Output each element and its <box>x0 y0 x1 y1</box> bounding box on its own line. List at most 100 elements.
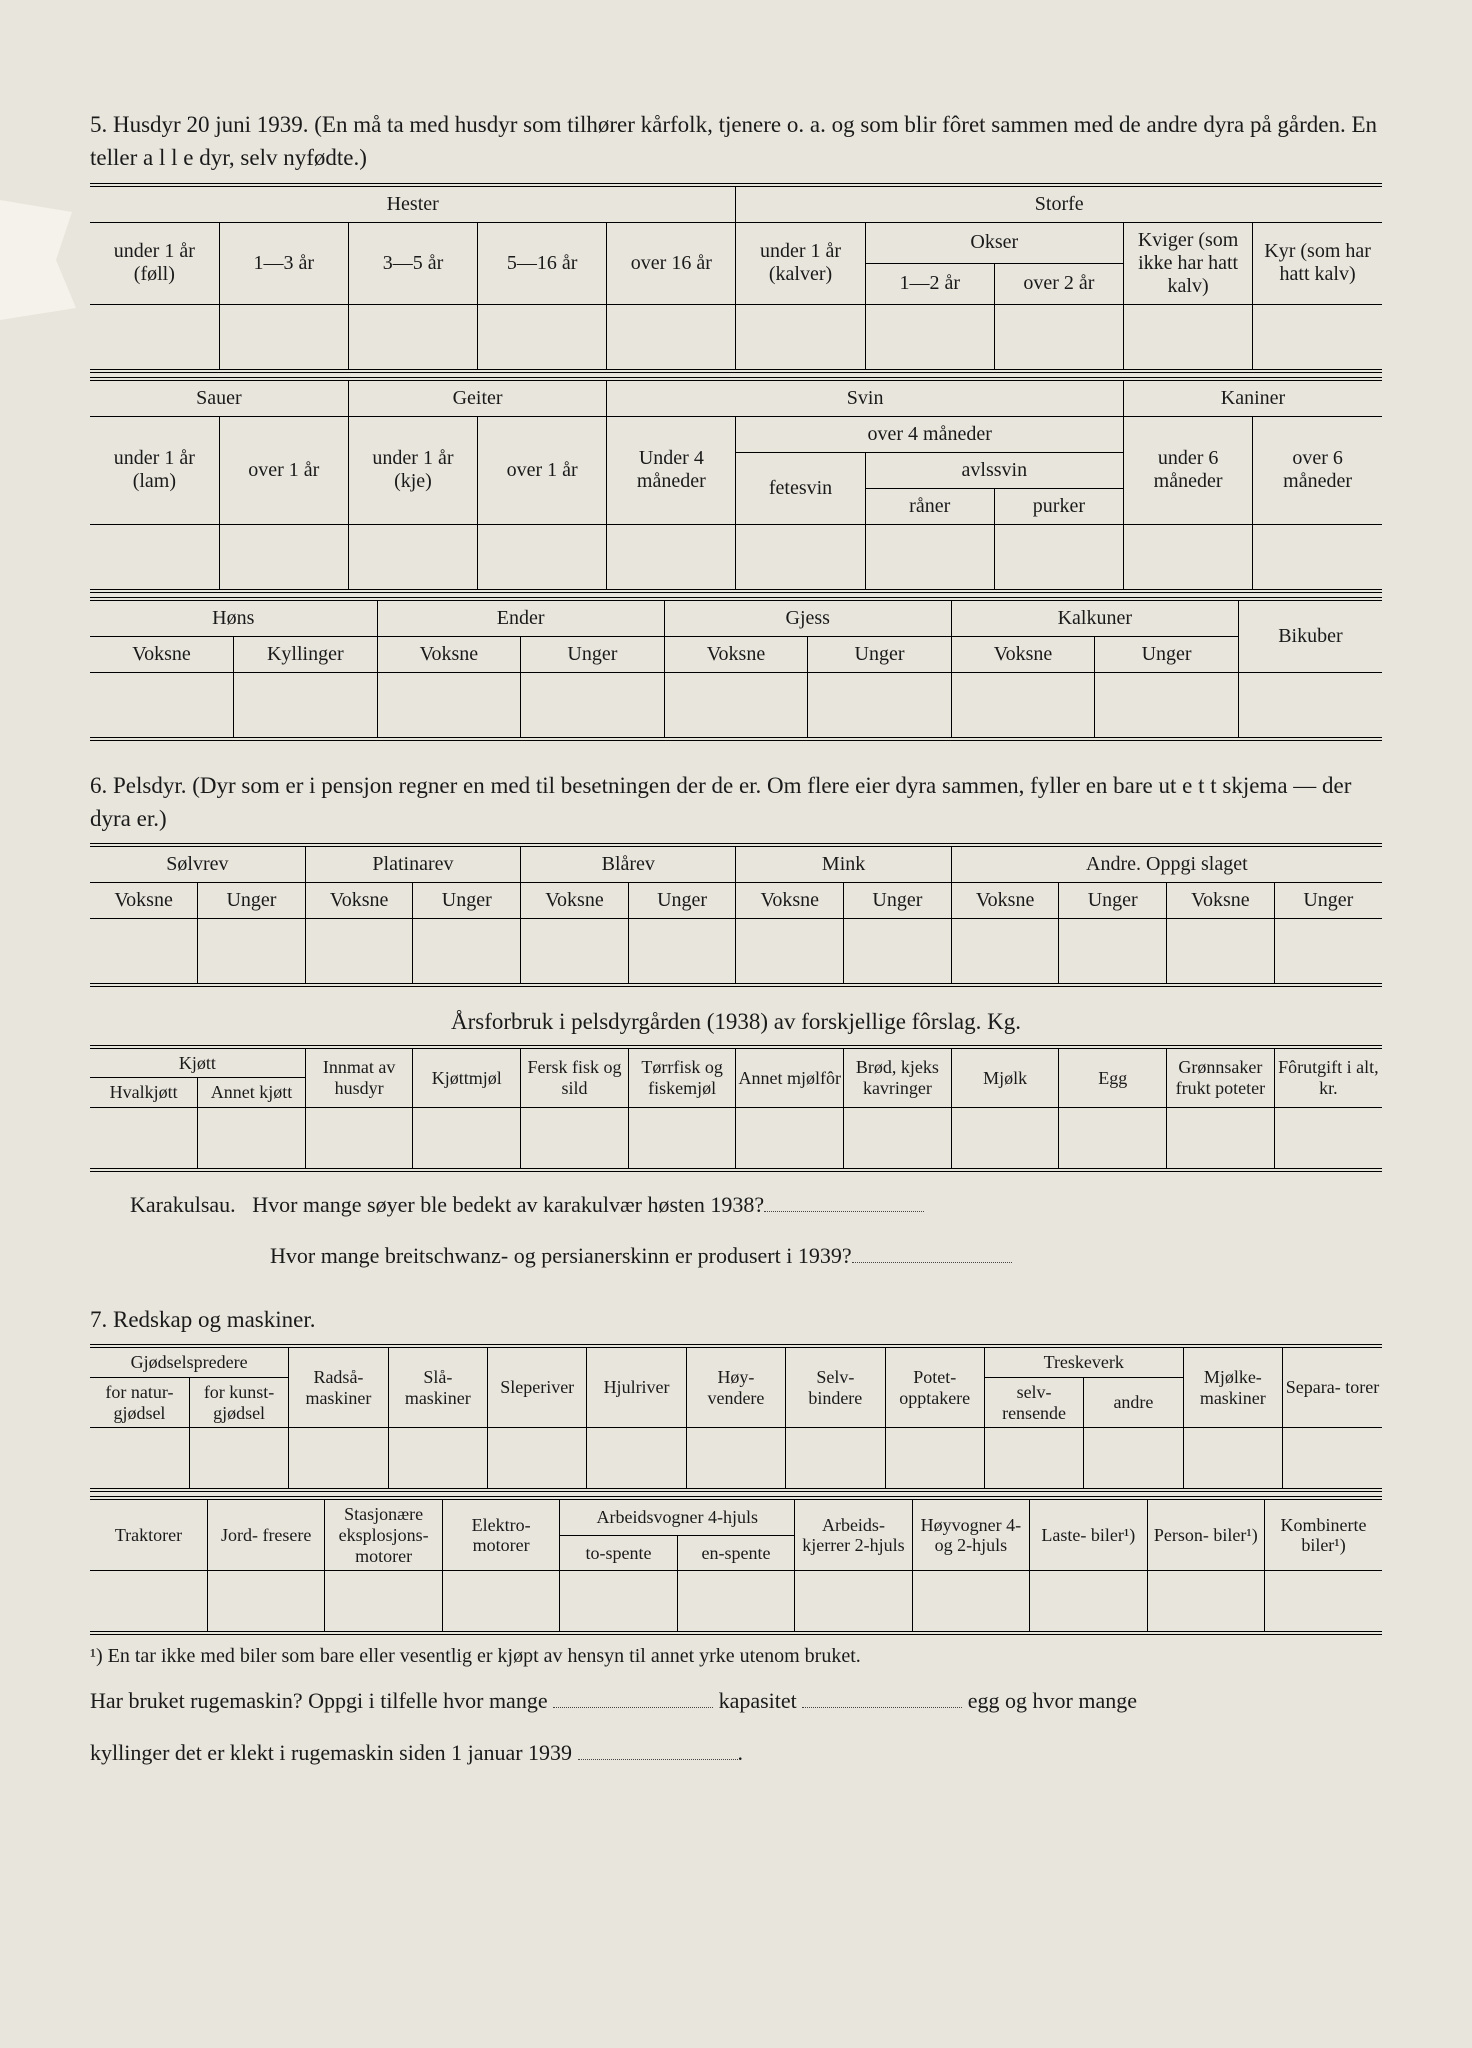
cell[interactable] <box>521 1108 629 1171</box>
cell[interactable] <box>587 1428 686 1491</box>
cell[interactable] <box>289 1428 388 1491</box>
fornatur: for natur- gjødsel <box>90 1377 189 1427</box>
cell[interactable] <box>736 304 865 371</box>
cell[interactable] <box>736 524 865 591</box>
cell[interactable] <box>1124 304 1253 371</box>
blank-input[interactable] <box>764 1191 924 1212</box>
purker: purker <box>994 488 1123 524</box>
cell[interactable] <box>1265 1571 1382 1634</box>
cell[interactable] <box>951 1108 1059 1171</box>
karakul-label: Karakulsau. <box>130 1192 236 1217</box>
cell[interactable] <box>189 1428 288 1491</box>
cell[interactable] <box>488 1428 587 1491</box>
cell[interactable] <box>951 672 1095 739</box>
cell[interactable] <box>377 672 521 739</box>
cell[interactable] <box>1095 672 1239 739</box>
cell[interactable] <box>1238 672 1382 739</box>
geiter-head: Geiter <box>348 379 606 417</box>
cell[interactable] <box>478 304 607 371</box>
selvrens: selv- rensende <box>984 1377 1083 1427</box>
cell[interactable] <box>90 672 234 739</box>
cell[interactable] <box>607 304 736 371</box>
cell[interactable] <box>442 1571 559 1634</box>
cell[interactable] <box>677 1571 794 1634</box>
cell[interactable] <box>305 1108 413 1171</box>
lastebiler: Laste- biler¹) <box>1030 1498 1147 1571</box>
rugemaskin-q: Har bruket rugemaskin? Oppgi i tilfelle … <box>90 1682 1382 1719</box>
bikuber-head: Bikuber <box>1238 599 1382 673</box>
cell[interactable] <box>1030 1571 1147 1634</box>
cell[interactable] <box>1253 304 1382 371</box>
jordfresere: Jord- fresere <box>207 1498 324 1571</box>
h-5-16: 5—16 år <box>478 222 607 304</box>
cell[interactable] <box>413 1108 521 1171</box>
cell[interactable] <box>865 304 994 371</box>
cell[interactable] <box>198 919 306 986</box>
cell[interactable] <box>325 1571 442 1634</box>
u: Unger <box>844 883 952 919</box>
cell[interactable] <box>560 1571 677 1634</box>
cell[interactable] <box>736 1108 844 1171</box>
cell[interactable] <box>686 1428 785 1491</box>
cell[interactable] <box>521 672 665 739</box>
cell[interactable] <box>90 1428 189 1491</box>
ruge-1: Har bruket rugemaskin? Oppgi i tilfelle … <box>90 1688 548 1713</box>
cell[interactable] <box>1274 919 1382 986</box>
cell[interactable] <box>219 304 348 371</box>
cell[interactable] <box>1274 1108 1382 1171</box>
cell[interactable] <box>90 304 219 371</box>
cell[interactable] <box>1167 1108 1275 1171</box>
cell[interactable] <box>90 1108 198 1171</box>
cell[interactable] <box>736 919 844 986</box>
cell[interactable] <box>865 524 994 591</box>
cell[interactable] <box>234 672 378 739</box>
u: Unger <box>198 883 306 919</box>
hvalkjott: Hvalkjøtt <box>90 1078 198 1108</box>
cell[interactable] <box>1183 1428 1282 1491</box>
cell[interactable] <box>198 1108 306 1171</box>
cell[interactable] <box>912 1571 1029 1634</box>
table-maskiner-1: Gjødselspredere Radså- maskiner Slå- mas… <box>90 1344 1382 1492</box>
cell[interactable] <box>1084 1428 1183 1491</box>
cell[interactable] <box>90 919 198 986</box>
cell[interactable] <box>90 524 219 591</box>
cell[interactable] <box>808 672 952 739</box>
cell[interactable] <box>628 1108 736 1171</box>
cell[interactable] <box>984 1428 1083 1491</box>
cell[interactable] <box>885 1428 984 1491</box>
cell[interactable] <box>664 672 808 739</box>
cell[interactable] <box>1124 524 1253 591</box>
cell[interactable] <box>1147 1571 1264 1634</box>
cell[interactable] <box>786 1428 885 1491</box>
cell[interactable] <box>207 1571 324 1634</box>
cell[interactable] <box>90 1571 207 1634</box>
cell[interactable] <box>1059 1108 1167 1171</box>
traktorer: Traktorer <box>90 1498 207 1571</box>
cell[interactable] <box>1167 919 1275 986</box>
blank-input[interactable] <box>852 1243 1012 1264</box>
cell[interactable] <box>521 919 629 986</box>
cell[interactable] <box>628 919 736 986</box>
cell[interactable] <box>607 524 736 591</box>
cell[interactable] <box>795 1571 912 1634</box>
cell[interactable] <box>1059 919 1167 986</box>
cell[interactable] <box>844 1108 952 1171</box>
blank-input[interactable] <box>553 1688 713 1709</box>
cell[interactable] <box>844 919 952 986</box>
cell[interactable] <box>413 919 521 986</box>
cell[interactable] <box>348 524 477 591</box>
cell[interactable] <box>1253 524 1382 591</box>
blank-input[interactable] <box>802 1688 962 1709</box>
cell[interactable] <box>951 919 1059 986</box>
cell[interactable] <box>478 524 607 591</box>
cell[interactable] <box>1283 1428 1383 1491</box>
blank-input[interactable] <box>578 1739 738 1760</box>
cell[interactable] <box>348 304 477 371</box>
cell[interactable] <box>305 919 413 986</box>
cell[interactable] <box>219 524 348 591</box>
cell[interactable] <box>994 304 1123 371</box>
arbeidsvogner: Arbeidsvogner 4-hjuls <box>560 1498 795 1535</box>
cell[interactable] <box>994 524 1123 591</box>
cell[interactable] <box>388 1428 487 1491</box>
ferskfisk: Fersk fisk og sild <box>521 1047 629 1108</box>
